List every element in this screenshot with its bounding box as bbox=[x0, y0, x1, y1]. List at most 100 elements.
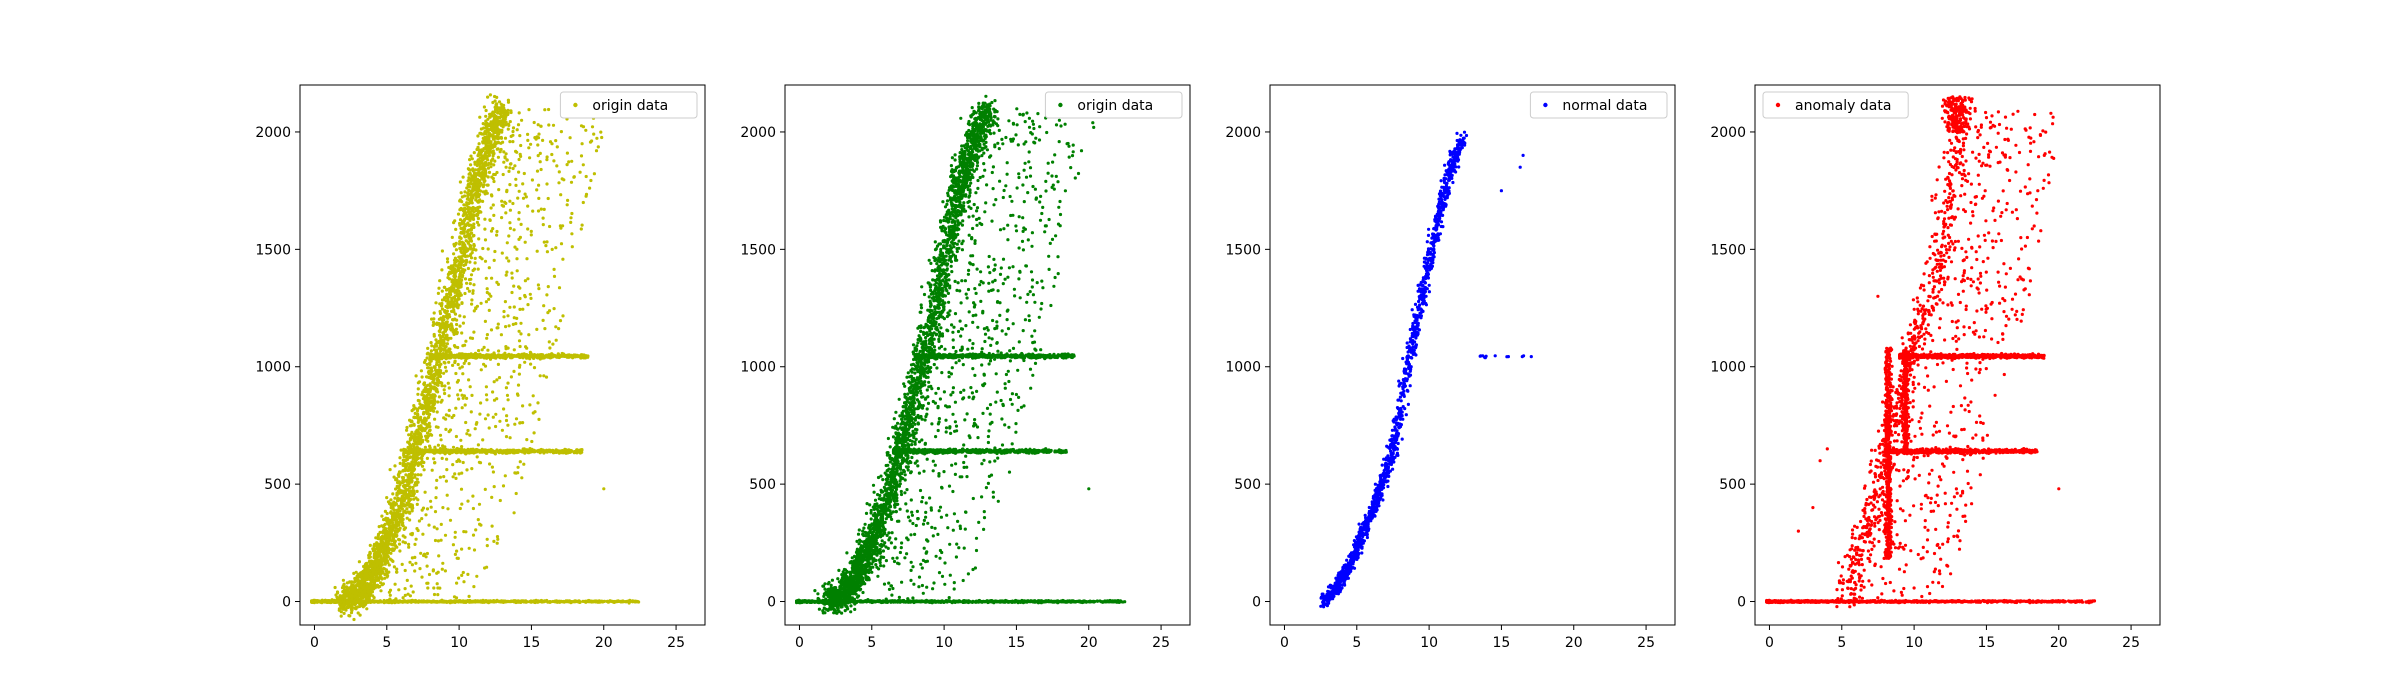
scatter-point bbox=[397, 516, 401, 520]
scatter-point bbox=[458, 366, 462, 370]
scatter-point bbox=[483, 238, 488, 242]
scatter-point bbox=[398, 461, 402, 465]
scatter-point bbox=[428, 425, 432, 429]
scatter-point bbox=[472, 225, 476, 230]
scatter-point bbox=[461, 175, 465, 179]
scatter-point bbox=[524, 195, 528, 199]
scatter-point bbox=[343, 588, 348, 593]
scatter-point bbox=[506, 108, 510, 112]
scatter-point bbox=[461, 372, 465, 376]
scatter-point bbox=[590, 139, 594, 143]
scatter-point bbox=[457, 279, 461, 283]
scatter-point bbox=[435, 322, 439, 326]
scatter-point bbox=[460, 222, 464, 226]
scatter-point bbox=[475, 455, 479, 459]
scatter-point bbox=[458, 260, 462, 264]
scatter-point bbox=[404, 511, 408, 515]
scatter-point bbox=[518, 307, 522, 311]
scatter-point bbox=[511, 166, 515, 171]
scatter-point bbox=[529, 142, 533, 146]
scatter-point bbox=[426, 439, 430, 443]
scatter-point bbox=[467, 362, 471, 366]
scatter-point bbox=[436, 570, 440, 574]
scatter-point bbox=[352, 571, 356, 576]
scatter-point bbox=[517, 111, 521, 115]
scatter-point bbox=[532, 449, 536, 453]
scatter-point bbox=[476, 147, 480, 151]
scatter-point bbox=[595, 136, 599, 140]
scatter-point bbox=[542, 449, 546, 453]
scatter-point bbox=[580, 356, 584, 360]
scatter-point bbox=[485, 398, 489, 402]
scatter-point bbox=[425, 411, 429, 415]
scatter-point bbox=[536, 401, 540, 405]
scatter-point bbox=[517, 217, 521, 221]
scatter-point bbox=[412, 422, 416, 426]
scatter-point bbox=[424, 449, 428, 454]
scatter-point bbox=[480, 166, 484, 171]
scatter-point bbox=[478, 199, 482, 203]
scatter-point bbox=[420, 457, 424, 461]
scatter-point bbox=[534, 354, 538, 358]
scatter-point bbox=[554, 338, 558, 342]
scatter-point bbox=[435, 478, 439, 482]
scatter-point bbox=[372, 548, 376, 553]
scatter-point bbox=[538, 357, 542, 361]
scatter-point bbox=[496, 326, 500, 330]
scatter-point bbox=[472, 585, 476, 589]
scatter-point bbox=[485, 353, 489, 357]
scatter-point bbox=[491, 100, 495, 105]
scatter-point bbox=[446, 381, 450, 385]
scatter-point bbox=[397, 521, 401, 526]
scatter-point bbox=[537, 287, 541, 291]
scatter-point bbox=[420, 375, 424, 379]
scatter-point bbox=[453, 472, 457, 476]
scatter-point bbox=[429, 499, 433, 503]
scatter-point bbox=[463, 254, 468, 259]
scatter-point bbox=[416, 381, 420, 385]
scatter-point bbox=[483, 417, 488, 421]
scatter-point bbox=[466, 266, 470, 271]
scatter-point bbox=[501, 484, 506, 488]
scatter-point bbox=[581, 125, 586, 129]
scatter-point bbox=[460, 247, 464, 251]
scatter-point bbox=[459, 487, 464, 491]
scatter-point bbox=[475, 182, 479, 187]
scatter-point bbox=[510, 290, 514, 295]
scatter-point bbox=[472, 309, 476, 313]
scatter-point bbox=[473, 261, 477, 265]
scatter-point bbox=[455, 290, 459, 294]
scatter-point bbox=[442, 371, 446, 375]
scatter-point bbox=[398, 497, 402, 501]
scatter-point bbox=[570, 449, 574, 453]
scatter-point bbox=[435, 378, 440, 382]
scatter-point bbox=[542, 304, 546, 308]
scatter-point bbox=[496, 282, 500, 286]
scatter-point bbox=[567, 160, 571, 164]
scatter-point bbox=[494, 114, 498, 119]
scatter-point bbox=[504, 201, 508, 205]
scatter-point bbox=[497, 355, 501, 359]
scatter-point bbox=[371, 571, 375, 576]
scatter-point bbox=[471, 248, 475, 252]
scatter-point bbox=[481, 162, 485, 166]
scatter-point bbox=[478, 461, 483, 465]
scatter-point bbox=[485, 333, 489, 337]
scatter-point bbox=[481, 136, 485, 140]
scatter-point bbox=[406, 592, 410, 596]
scatter-point bbox=[465, 214, 469, 218]
scatter-point bbox=[436, 291, 440, 295]
scatter-point bbox=[481, 184, 485, 188]
scatter-point bbox=[554, 139, 558, 143]
scatter-point bbox=[434, 357, 438, 361]
scatter-point bbox=[525, 257, 529, 261]
scatter-point bbox=[443, 452, 447, 456]
scatter-point bbox=[505, 158, 509, 162]
scatter-point bbox=[509, 110, 513, 115]
scatter-point bbox=[567, 354, 572, 359]
scatter-point bbox=[413, 432, 417, 437]
scatter-point bbox=[468, 254, 472, 258]
scatter-point bbox=[487, 266, 491, 270]
scatter-point bbox=[433, 399, 437, 403]
scatter-point bbox=[408, 438, 412, 442]
